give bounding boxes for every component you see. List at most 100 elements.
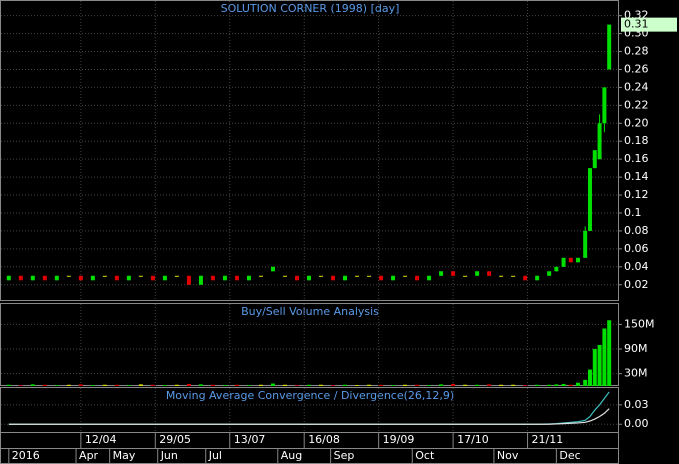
volume-bar	[587, 369, 592, 386]
y-tick-label: 0.02	[624, 278, 649, 291]
volume-bar	[487, 384, 492, 386]
month-label: Oct	[415, 449, 435, 462]
volume-bar	[258, 384, 263, 386]
volume-bar	[523, 385, 528, 386]
candle-body	[597, 123, 602, 160]
candle-body	[547, 271, 552, 276]
candle-body	[475, 271, 480, 276]
volume-bar	[307, 384, 311, 386]
y-tick-label: 0.04	[624, 260, 649, 273]
candle-body	[607, 24, 612, 70]
volume-bar	[270, 383, 275, 386]
volume-bar	[6, 384, 11, 386]
volume-title: Buy/Sell Volume Analysis	[241, 305, 379, 318]
candle-body	[174, 275, 179, 277]
volume-bar	[597, 344, 602, 386]
y-tick-label: 0.28	[624, 45, 649, 58]
y-tick-label: 0.14	[624, 170, 649, 183]
y-tick-label: 0.00	[624, 417, 649, 430]
y-tick-label: 0.22	[624, 98, 649, 111]
volume-bar	[294, 385, 299, 386]
volume-bar	[568, 384, 573, 386]
candle-body	[343, 275, 348, 281]
y-tick-label: 0.12	[624, 188, 649, 201]
volume-bar	[367, 384, 372, 386]
last-value-box	[621, 17, 677, 32]
volume-bar	[186, 383, 191, 386]
volume-bar	[607, 320, 612, 386]
candle-body	[114, 275, 119, 281]
candle-body	[463, 275, 468, 277]
price-panel	[0, 0, 619, 301]
month-label: Jun	[160, 449, 178, 462]
volume-bar	[451, 383, 456, 386]
candle-body	[126, 275, 131, 281]
candle-body	[78, 275, 83, 281]
volume-bar	[391, 385, 396, 386]
volume-bar	[222, 385, 227, 386]
candle-body	[198, 275, 203, 285]
volume-bar	[102, 384, 107, 386]
candle-body	[282, 275, 287, 277]
volume-bar	[475, 384, 480, 386]
volume-bar	[42, 384, 47, 386]
candle-body	[575, 257, 580, 263]
month-label: Jul	[208, 449, 222, 462]
y-tick-label: 150M	[624, 317, 655, 330]
signal-line	[8, 408, 610, 425]
volume-bar	[150, 384, 155, 386]
volume-bar	[602, 328, 607, 386]
volume-bar	[511, 384, 516, 386]
month-label: May	[113, 449, 136, 462]
x-tick-label: 13/07	[234, 433, 266, 446]
candle-body	[487, 271, 492, 276]
month-label: 2016	[12, 449, 40, 462]
candle-body	[511, 275, 516, 277]
candle-body	[294, 275, 299, 281]
x-tick-label: 29/05	[159, 433, 191, 446]
y-tick-label: 0.26	[624, 62, 649, 75]
candle-body	[535, 275, 540, 281]
month-label: Apr	[79, 449, 99, 462]
candle-body	[331, 275, 336, 281]
candle-body	[568, 257, 573, 263]
volume-bar	[343, 384, 348, 386]
candle-body	[319, 275, 324, 277]
x-tick-label: 17/10	[457, 433, 489, 446]
y-tick-label: 0.16	[624, 152, 649, 165]
y-tick-label: 0.1	[624, 206, 642, 219]
volume-bar	[18, 385, 23, 386]
candle-body	[439, 271, 444, 276]
x-tick-label: 12/04	[85, 433, 117, 446]
volume-bar	[554, 384, 559, 386]
candle-body	[270, 266, 275, 272]
volume-bar	[66, 384, 71, 386]
candle-body	[54, 275, 59, 281]
candle-body	[90, 275, 95, 281]
candle-body	[210, 275, 215, 281]
candle-body	[403, 275, 408, 277]
x-tick-label: 21/11	[532, 433, 564, 446]
volume-bar	[575, 382, 580, 386]
y-tick-label: 0.18	[624, 134, 649, 147]
volume-bar	[30, 384, 35, 386]
y-tick-label: 30M	[624, 367, 648, 380]
volume-bar	[583, 379, 588, 386]
volume-bar	[355, 385, 360, 386]
candle-body	[583, 230, 588, 258]
volume-bar	[78, 384, 83, 386]
x-tick-label: 19/09	[383, 433, 415, 446]
candle-body	[222, 275, 227, 281]
volume-bar	[90, 385, 95, 386]
candle-body	[602, 87, 607, 124]
volume-bar	[174, 384, 179, 386]
volume-bar	[427, 385, 432, 386]
volume-bar	[561, 383, 566, 386]
volume-bar	[463, 384, 468, 386]
candle-body	[234, 275, 239, 281]
x-tick-label: 16/08	[308, 433, 340, 446]
candle-body	[66, 275, 71, 277]
y-tick-label: 90M	[624, 342, 648, 355]
candle-body	[561, 257, 566, 267]
y-tick-label: 0.08	[624, 224, 649, 237]
